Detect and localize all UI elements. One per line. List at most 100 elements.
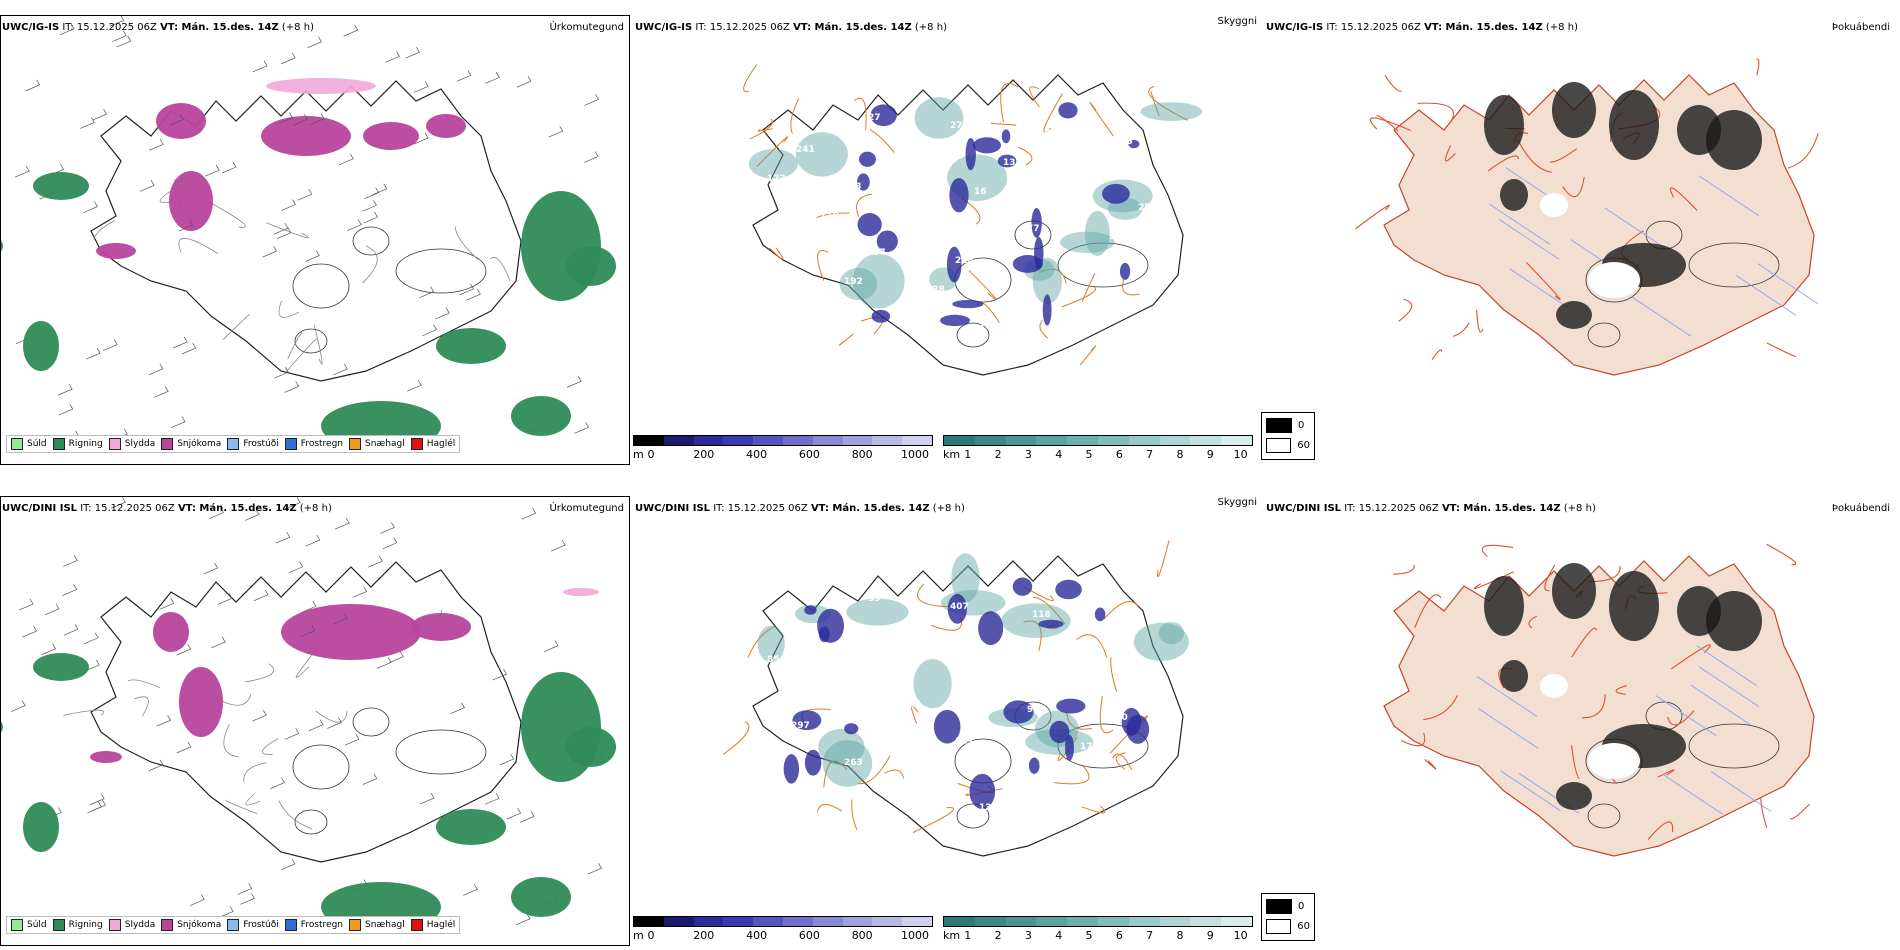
iceland-map: 85 59 87 206 137 78 109 108 85 107 94 138 138 118 108 1… bbox=[723, 540, 1189, 857]
colorbar-tick-label: 7 bbox=[1146, 448, 1154, 461]
glacier-outline bbox=[292, 263, 350, 309]
ceiling-value-label: 138 bbox=[926, 766, 945, 776]
precip-legend-item: Rigning bbox=[52, 438, 103, 450]
ceiling-unit: m bbox=[633, 448, 644, 461]
wind-barb bbox=[413, 132, 429, 145]
ceiling-unit: m bbox=[633, 929, 644, 942]
wind-barb bbox=[244, 509, 260, 521]
ceiling-value-label: 110 bbox=[820, 211, 839, 221]
visibility-colorbar-ticks: 1 2 3 4 5 6 7 8 9 10 bbox=[943, 927, 1253, 942]
precip-legend-item: Súld bbox=[11, 438, 47, 450]
fog-legend-swatch bbox=[1266, 919, 1292, 934]
road-line bbox=[1103, 601, 1139, 620]
wind-barb bbox=[112, 30, 127, 43]
visibility-colorbar-cell bbox=[1067, 917, 1098, 926]
wind-barb bbox=[280, 858, 296, 871]
precip-legend-label: Snjókoma bbox=[177, 920, 222, 930]
low-ceiling-area bbox=[1094, 607, 1106, 622]
ceiling-value-label: 417 bbox=[815, 787, 834, 797]
glacier-outline bbox=[352, 226, 390, 256]
ceiling-value-label: 402 bbox=[743, 108, 762, 118]
ceiling-value-label: 85 bbox=[767, 655, 780, 665]
road-line bbox=[313, 324, 323, 365]
wind-barb bbox=[284, 381, 300, 393]
colorbar-tick-label: 2 bbox=[994, 448, 1002, 461]
road-line bbox=[1023, 620, 1042, 651]
fog-legend-swatch bbox=[1266, 418, 1292, 433]
wind-barb bbox=[344, 734, 360, 746]
ceiling-value-label: 118 bbox=[1109, 232, 1128, 242]
road-line bbox=[838, 333, 854, 346]
ceiling-value-label: 263 bbox=[844, 758, 863, 768]
wind-barb bbox=[253, 589, 269, 602]
fog-index-area bbox=[1609, 571, 1659, 641]
iceland-coastline bbox=[752, 555, 1184, 857]
wind-barb bbox=[83, 201, 98, 213]
road-line bbox=[1122, 279, 1140, 296]
road-line bbox=[1039, 320, 1049, 339]
precip-legend-item: Snæhagl bbox=[349, 919, 405, 931]
low-ceiling-area bbox=[857, 173, 870, 191]
wind-barb bbox=[414, 81, 429, 93]
ceiling-value-label: 218 bbox=[955, 256, 974, 266]
road-line bbox=[1043, 93, 1064, 133]
road-line bbox=[225, 799, 258, 815]
low-ceiling-area bbox=[1003, 700, 1034, 724]
low-ceiling-area bbox=[997, 154, 1017, 168]
road-line bbox=[221, 693, 252, 706]
colorbar-tick-label: 3 bbox=[1024, 929, 1032, 942]
wind-barb bbox=[205, 164, 220, 177]
wind-barb bbox=[62, 584, 78, 596]
init-time: IT: 15.12.2025 06Z bbox=[713, 503, 808, 514]
road-line bbox=[315, 710, 348, 723]
snow-area bbox=[156, 103, 206, 139]
glacier-outline bbox=[294, 328, 328, 354]
wind-barb bbox=[273, 223, 289, 235]
cloud-map-svg: 402 241 93 151 218 82 86 105 172 110 87 128 104 116 41… bbox=[743, 64, 1203, 376]
ceiling-colorbar-cell bbox=[782, 436, 813, 445]
visibility-colorbar-cell bbox=[974, 436, 1006, 445]
visibility-colorbar-cell bbox=[1221, 917, 1252, 926]
rain-area bbox=[566, 246, 616, 286]
river-line bbox=[1696, 645, 1757, 686]
panel-title: UWC/IG-IS IT: 15.12.2025 06Z VT: Mán. 15… bbox=[635, 22, 947, 33]
low-visibility-area bbox=[757, 625, 785, 663]
road-line bbox=[968, 270, 997, 300]
wind-barb bbox=[368, 556, 383, 568]
wind-barb bbox=[519, 811, 535, 823]
wind-barb bbox=[333, 363, 348, 376]
lead-time: (+8 h) bbox=[932, 503, 965, 514]
wind-barb bbox=[139, 180, 155, 192]
fog-index-area bbox=[1609, 90, 1659, 160]
wind-barb bbox=[270, 777, 285, 789]
rain-area bbox=[511, 396, 571, 436]
ceiling-value-label: 135 bbox=[1003, 158, 1022, 168]
rain-area bbox=[566, 727, 616, 767]
colorbar-tick-label: 10 bbox=[1233, 448, 1248, 461]
road-line bbox=[287, 332, 303, 359]
panel-tag: Þokuábendi bbox=[1831, 503, 1890, 514]
low-visibility-area bbox=[846, 598, 909, 626]
wind-barb bbox=[89, 793, 105, 806]
road-line bbox=[245, 793, 261, 806]
ceiling-colorbar: 0 200 400 600 800 1000 m bbox=[633, 916, 933, 942]
ceiling-value-label: 137 bbox=[955, 737, 974, 747]
ceiling-value-label: 134 bbox=[762, 750, 781, 760]
rain-area bbox=[511, 877, 571, 917]
precip-panel-row2: UWC/DINI ISL IT: 15.12.2025 06Z VT: Mán.… bbox=[0, 481, 630, 946]
colorbar-tick-label: 1 bbox=[964, 929, 972, 942]
wind-barb bbox=[335, 517, 350, 530]
wind-barb bbox=[422, 324, 438, 336]
panel-tag: Úrkomutegund bbox=[549, 503, 624, 514]
colorbar-tick-label: 400 bbox=[746, 448, 768, 461]
road-line bbox=[278, 300, 300, 318]
fog-index-area bbox=[1500, 660, 1528, 692]
wind-barb bbox=[15, 165, 30, 178]
snow-area bbox=[96, 243, 136, 259]
visibility-colorbar-cell bbox=[1128, 436, 1160, 445]
wind-barb bbox=[456, 70, 472, 82]
low-ceiling-area bbox=[870, 104, 897, 127]
ceiling-colorbar-ticks: 0 200 400 600 800 1000 bbox=[633, 927, 933, 942]
wind-barb bbox=[18, 598, 34, 611]
wind-barb bbox=[173, 336, 188, 349]
